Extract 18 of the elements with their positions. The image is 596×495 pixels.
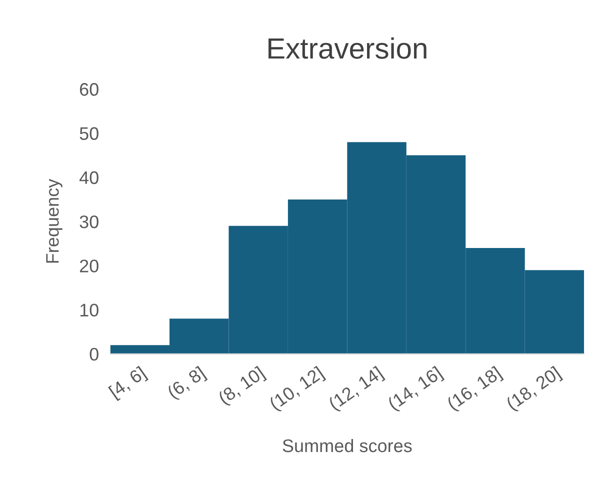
y-axis-title: Frequency xyxy=(46,178,62,263)
x-tick-label: [4, 6] xyxy=(108,366,148,402)
x-tick-label: (14, 16] xyxy=(386,366,445,414)
y-tick-label: 50 xyxy=(80,127,98,140)
x-axis-title: Summed scores xyxy=(282,438,412,452)
x-tick-label: (10, 12] xyxy=(268,366,326,414)
y-tick-label: 60 xyxy=(80,83,98,96)
y-tick-label: 0 xyxy=(90,348,98,361)
x-tick-label: (8, 10] xyxy=(217,366,267,408)
y-tick-label: 10 xyxy=(80,304,98,317)
chart-title: Extraversion xyxy=(268,37,426,59)
x-tick-label: (16, 18] xyxy=(446,366,504,414)
y-tick-label: 20 xyxy=(80,260,98,272)
x-tick-label: (12, 14] xyxy=(328,366,386,414)
y-tick-label: 30 xyxy=(80,215,98,228)
y-tick-label: 40 xyxy=(79,171,98,184)
x-tick-label: (18, 20] xyxy=(505,366,564,414)
x-tick-label: (6, 8] xyxy=(166,366,208,402)
